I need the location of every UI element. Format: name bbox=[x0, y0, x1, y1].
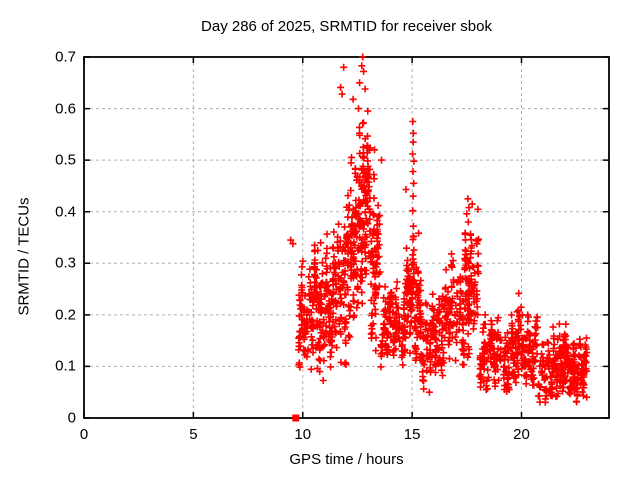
x-tick-label: 20 bbox=[513, 426, 530, 443]
chart-title: Day 286 of 2025, SRMTID for receiver sbo… bbox=[201, 18, 492, 35]
y-tick-label: 0.6 bbox=[55, 100, 76, 118]
x-axis-label: GPS time / hours bbox=[289, 451, 404, 468]
y-tick-label: 0.5 bbox=[55, 151, 76, 169]
y-tick-label: 0.7 bbox=[55, 48, 76, 66]
y-tick-label: 0.4 bbox=[55, 203, 76, 221]
y-tick-label: 0.1 bbox=[55, 357, 76, 375]
x-tick-label: 10 bbox=[294, 426, 312, 443]
x-tick-label: 0 bbox=[79, 426, 89, 443]
x-tick-label: 5 bbox=[189, 426, 198, 443]
y-tick-label: 0 bbox=[67, 409, 76, 427]
y-tick-label: 0.3 bbox=[55, 254, 76, 272]
zero-value-point bbox=[292, 414, 300, 422]
y-tick-label: 0.2 bbox=[55, 306, 76, 324]
x-tick-label: 15 bbox=[403, 426, 421, 443]
